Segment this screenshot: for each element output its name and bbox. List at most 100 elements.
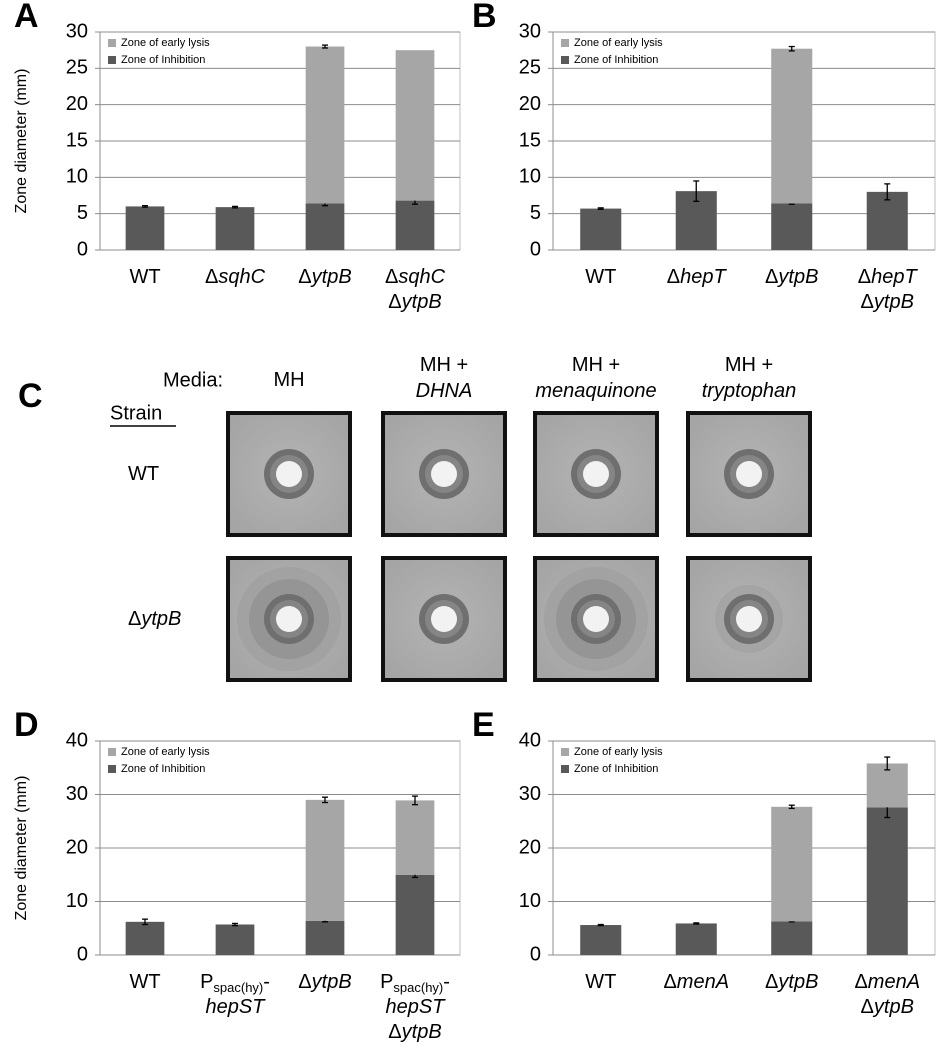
error-bar <box>322 44 328 49</box>
x-tick-label: ΔytpB <box>765 971 818 993</box>
media-name: MH + DHNA <box>416 354 473 402</box>
error-bar <box>788 45 795 52</box>
legend-swatch <box>561 56 569 64</box>
y-tick-label: 5 <box>530 202 541 224</box>
disc <box>431 606 457 632</box>
bar-segment <box>395 50 435 201</box>
plate-photo <box>381 411 507 537</box>
legend-label: Zone of early lysis <box>121 746 210 758</box>
plate-photo <box>381 556 507 682</box>
y-tick-label: 10 <box>66 890 88 912</box>
plate-photo <box>226 556 352 682</box>
legend-swatch <box>108 39 116 47</box>
bar-segment <box>305 799 345 921</box>
strain-name: WT <box>128 463 159 485</box>
disc <box>736 461 762 487</box>
plate-photo <box>226 411 352 537</box>
legend-swatch <box>561 39 569 47</box>
legend-swatch <box>108 748 116 756</box>
bar-segment <box>305 920 345 955</box>
disc <box>276 461 302 487</box>
media-name: MH + tryptophan <box>702 354 797 402</box>
y-tick-label: 40 <box>519 729 541 751</box>
legend-label: Zone of early lysis <box>574 37 663 49</box>
x-tick-label: Pspac(hy)-hepST ΔytpB <box>380 971 450 1043</box>
y-tick-label: 15 <box>519 129 541 151</box>
y-tick-label: 5 <box>77 202 88 224</box>
error-bar <box>412 795 418 806</box>
panel-label: B <box>472 0 497 35</box>
bar-segment <box>395 874 435 955</box>
error-bar <box>142 205 148 208</box>
y-tick-label: 25 <box>519 57 541 79</box>
plate-frame <box>381 556 507 682</box>
bar-segment <box>215 207 255 250</box>
legend-swatch <box>561 765 569 773</box>
bar-segment <box>125 921 165 955</box>
y-tick-label: 15 <box>66 129 88 151</box>
bar-segment <box>771 806 813 922</box>
x-tick-label: ΔytpB <box>298 266 351 288</box>
y-tick-label: 20 <box>66 93 88 115</box>
legend-label: Zone of Inhibition <box>574 763 658 775</box>
y-tick-label: 30 <box>519 783 541 805</box>
x-tick-label: ΔytpB <box>765 266 818 288</box>
y-tick-label: 0 <box>530 943 541 965</box>
plate-photo <box>686 411 812 537</box>
media-name: MH + menaquinone <box>535 354 656 402</box>
x-tick-label: WT <box>129 266 160 288</box>
y-tick-label: 0 <box>530 238 541 260</box>
legend-label: Zone of Inhibition <box>574 54 658 66</box>
panel-label: C <box>18 377 43 415</box>
y-tick-label: 20 <box>519 93 541 115</box>
media-name: MH <box>273 369 304 391</box>
legend-label: Zone of early lysis <box>121 37 210 49</box>
x-tick-label: ΔmenA <box>663 971 729 993</box>
error-bar <box>597 207 604 210</box>
bar-segment <box>395 800 435 875</box>
x-tick-label: WT <box>129 971 160 993</box>
x-tick-label: ΔsqhC ΔytpB <box>385 266 446 313</box>
y-tick-label: 30 <box>66 783 88 805</box>
x-tick-label: ΔsqhC <box>205 266 266 288</box>
disc <box>736 606 762 632</box>
error-bar <box>884 756 891 771</box>
bar-segment <box>675 923 717 955</box>
disc <box>583 606 609 632</box>
disc <box>583 461 609 487</box>
bar-segment <box>866 807 908 955</box>
bar-segment <box>305 203 345 250</box>
plate-photo <box>533 411 659 537</box>
error-bar <box>142 918 148 926</box>
bar-segment <box>305 46 345 204</box>
x-tick-label: ΔmenA ΔytpB <box>854 971 920 1018</box>
error-bar <box>232 205 238 209</box>
bar-segment <box>771 921 813 955</box>
bar-segment <box>125 206 165 250</box>
y-tick-label: 20 <box>519 836 541 858</box>
disc <box>431 461 457 487</box>
y-tick-label: 10 <box>66 166 88 188</box>
error-bar <box>884 183 891 201</box>
y-axis-label: Zone diameter (mm) <box>13 69 30 214</box>
panel-c: C Media: MH MH + DHNA MH + menaquinone MH + tryp… <box>18 354 812 682</box>
disc <box>276 606 302 632</box>
panel-label: E <box>472 706 495 744</box>
y-tick-label: 10 <box>519 890 541 912</box>
plate-photo <box>533 556 659 682</box>
x-tick-label: ΔytpB <box>298 971 351 993</box>
x-tick-label: Pspac(hy)-hepST <box>200 971 270 1018</box>
bar-segment <box>771 48 813 204</box>
bar-segment <box>580 208 622 250</box>
x-tick-label: WT <box>585 971 616 993</box>
error-bar <box>693 922 700 925</box>
legend-swatch <box>561 748 569 756</box>
bar-segment <box>395 200 435 250</box>
x-tick-label: ΔhepT ΔytpB <box>858 266 919 313</box>
y-tick-label: 30 <box>519 20 541 42</box>
y-tick-label: 20 <box>66 836 88 858</box>
bar-segment <box>580 925 622 955</box>
media-label: Media: <box>163 369 223 391</box>
panel-label: A <box>14 0 39 35</box>
